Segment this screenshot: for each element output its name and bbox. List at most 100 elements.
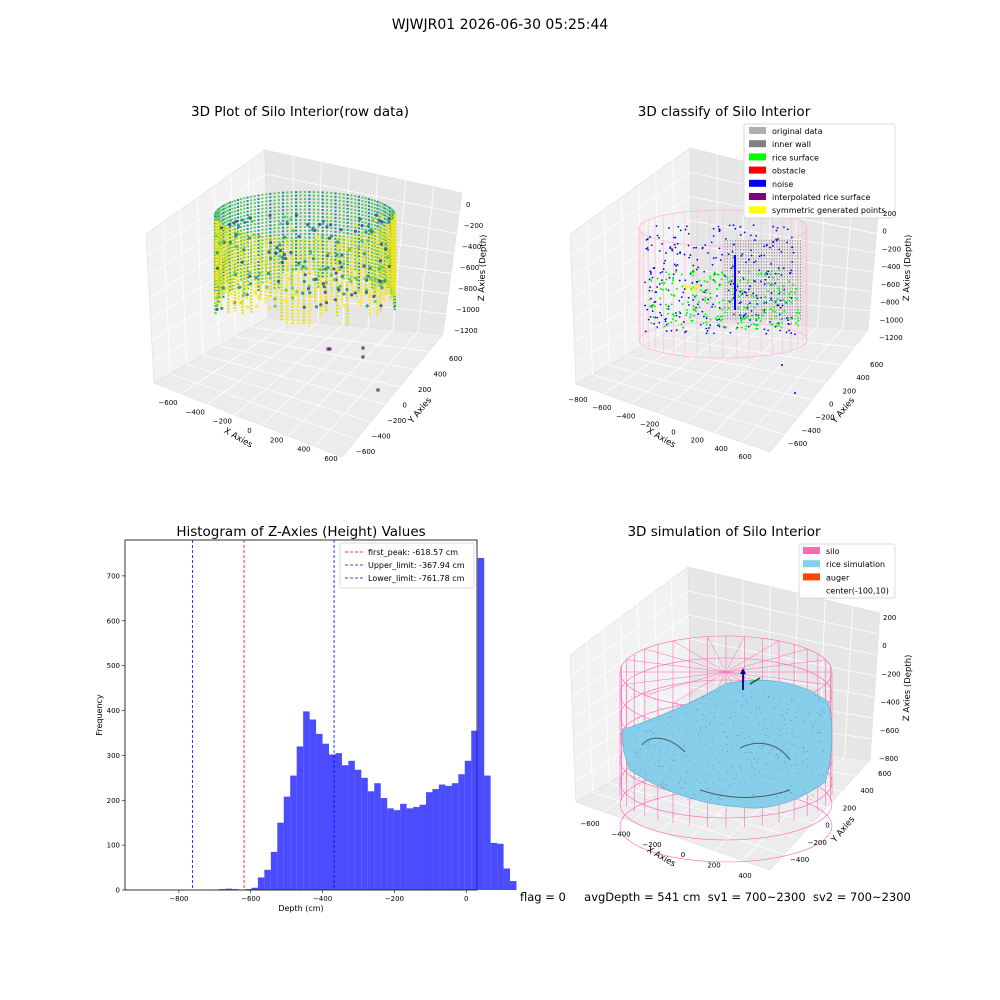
histogram-ytick-label: 0 bbox=[116, 887, 120, 895]
simulation-mesh-point bbox=[757, 758, 759, 760]
simulation-mesh-point bbox=[734, 701, 736, 703]
simulation-mesh-point bbox=[741, 722, 743, 724]
raw-point bbox=[297, 234, 301, 239]
classify-noise-point bbox=[696, 258, 699, 261]
simulation-mesh-point bbox=[761, 745, 763, 747]
histogram-bar bbox=[406, 808, 414, 890]
simulation-mesh-point bbox=[733, 711, 735, 713]
simulation-mesh-point bbox=[780, 714, 782, 716]
simulation-mesh-point bbox=[659, 750, 661, 752]
classify-rice-point bbox=[738, 279, 741, 282]
classify-rice-point bbox=[727, 307, 730, 310]
simulation-mesh-point bbox=[725, 716, 727, 718]
raw-point bbox=[301, 291, 305, 295]
simulation-legend-label: auger bbox=[826, 573, 850, 582]
simulation-mesh-point bbox=[699, 702, 701, 704]
classify-noise-point bbox=[739, 290, 741, 293]
gridline bbox=[609, 782, 799, 839]
raw-point bbox=[324, 301, 329, 305]
gridline bbox=[642, 345, 827, 383]
classify-title: 3D classify of Silo Interior bbox=[638, 104, 811, 120]
simulation-mesh-point bbox=[812, 726, 814, 728]
classify-noise-point bbox=[655, 291, 658, 294]
simulation-mesh-point bbox=[711, 698, 713, 700]
z-tick-label: −600 bbox=[460, 264, 479, 272]
raw-point bbox=[322, 285, 326, 289]
simulation-mesh-point bbox=[786, 766, 788, 768]
classify-legend-label: symmetric generated points bbox=[772, 206, 885, 215]
simulation-mesh-point bbox=[791, 732, 793, 734]
classify-rice-point bbox=[737, 322, 740, 325]
classify-rice-point bbox=[659, 287, 662, 290]
histogram-bar bbox=[374, 783, 381, 890]
classify-noise-point bbox=[653, 267, 656, 269]
classify-rice-point bbox=[663, 325, 666, 328]
classify-noise-point bbox=[790, 297, 793, 299]
classify-rice-point bbox=[682, 326, 685, 329]
simulation-mesh-point bbox=[805, 701, 807, 703]
simulation-mesh-point bbox=[642, 718, 644, 720]
raw-point bbox=[285, 220, 289, 225]
classify-noise-point bbox=[661, 242, 663, 245]
classify-rice-point bbox=[709, 275, 712, 278]
raw-point bbox=[268, 213, 272, 217]
classify-rice-point bbox=[747, 315, 750, 318]
simulation-mesh-point bbox=[630, 789, 632, 791]
classify-rice-point bbox=[755, 317, 758, 320]
classify-rice-point bbox=[788, 296, 791, 299]
classify-rice-point bbox=[755, 327, 758, 330]
classify-noise-point bbox=[687, 232, 690, 235]
classify-noise-point bbox=[674, 246, 677, 249]
raw-point bbox=[345, 287, 349, 292]
raw-point bbox=[274, 251, 278, 255]
simulation-mesh-point bbox=[659, 758, 661, 760]
classify-rice-point bbox=[695, 294, 698, 297]
classify-noise-point bbox=[658, 283, 661, 285]
simulation-mesh-point bbox=[818, 699, 820, 701]
simulation-mesh-point bbox=[768, 736, 770, 738]
gridline bbox=[574, 293, 870, 363]
histogram-ytick-label: 200 bbox=[107, 797, 120, 805]
simulation-mesh-point bbox=[688, 727, 690, 729]
histogram-bar bbox=[361, 777, 368, 890]
classify-rice-point bbox=[780, 326, 783, 329]
raw-point bbox=[306, 287, 311, 291]
raw-point bbox=[289, 225, 293, 229]
x-tick-label: −400 bbox=[616, 412, 635, 420]
histogram-bar bbox=[471, 730, 478, 890]
x-tick-label: 400 bbox=[297, 446, 310, 454]
raw-point bbox=[354, 223, 358, 227]
histogram-legend-box bbox=[339, 542, 475, 589]
classify-noise-point bbox=[665, 252, 667, 254]
simulation-legend: silo rice simulation auger center(-100,10) bbox=[798, 543, 896, 599]
raw-point bbox=[219, 265, 223, 269]
raw-point bbox=[387, 220, 391, 224]
raw-point bbox=[336, 240, 340, 244]
classify-noise-point bbox=[755, 294, 758, 297]
y-tick-label: 400 bbox=[434, 371, 447, 379]
classify-noise-point bbox=[718, 230, 721, 233]
classify-noise-point bbox=[731, 250, 734, 253]
simulation-mesh-point bbox=[702, 697, 704, 699]
simulation-zlabel: Z Axies (Depth) bbox=[902, 654, 914, 721]
classify-rice-point bbox=[650, 322, 653, 325]
simulation-silo-roof-wire bbox=[626, 659, 727, 673]
classify-rice-point bbox=[747, 270, 750, 273]
simulation-mesh-point bbox=[631, 696, 633, 698]
simulation-mesh-point bbox=[683, 744, 685, 746]
simulation-mesh-point bbox=[765, 763, 767, 765]
simulation-mesh-point bbox=[740, 769, 742, 771]
simulation-mesh-point bbox=[735, 778, 737, 780]
simulation-mesh-point bbox=[661, 779, 663, 781]
simulation-mesh-point bbox=[711, 795, 713, 797]
simulation-mesh-point bbox=[751, 752, 753, 754]
simulation-mesh-point bbox=[638, 718, 640, 720]
histogram-bar bbox=[393, 810, 401, 890]
classify-rice-point bbox=[783, 292, 786, 295]
classify-noise-point bbox=[701, 310, 704, 313]
classify-rice-point bbox=[795, 297, 798, 300]
simulation-mesh-point bbox=[817, 731, 819, 733]
simulation-mesh-point bbox=[753, 795, 755, 797]
simulation-mesh-point bbox=[750, 759, 752, 761]
classify-noise-point bbox=[707, 252, 709, 254]
